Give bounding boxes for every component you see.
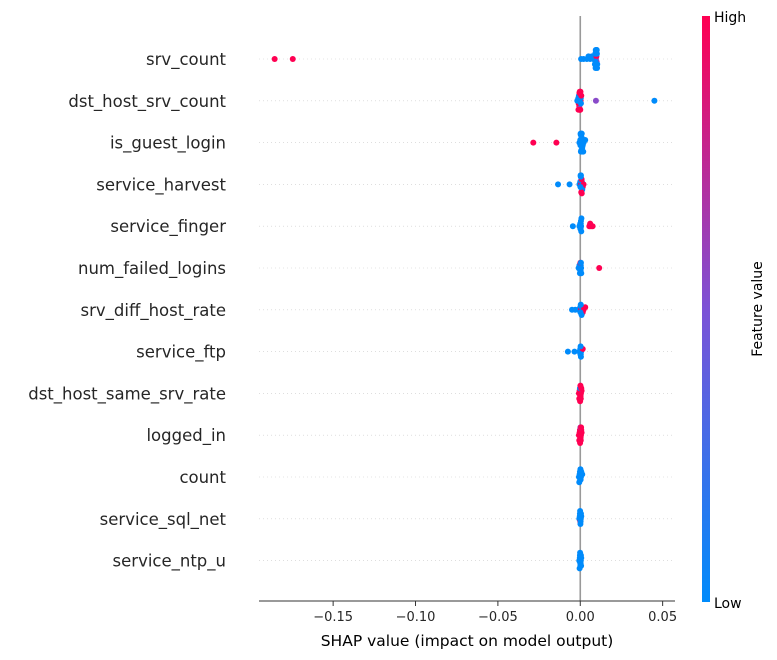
shap-point: [593, 47, 600, 53]
shap-point: [577, 466, 584, 473]
x-tick-label: −0.15: [313, 610, 353, 625]
shap-point: [578, 270, 585, 277]
feature-label: srv_count: [146, 50, 226, 70]
feature-label: num_failed_logins: [78, 259, 226, 279]
shap-point: [594, 65, 601, 71]
shap-point: [578, 424, 585, 431]
shap-point: [582, 304, 589, 311]
colorbar-low-label: Low: [714, 596, 742, 612]
x-tick-label: −0.10: [396, 610, 436, 625]
shap-point: [577, 508, 584, 514]
shap-point: [578, 228, 585, 235]
shap-point: [578, 190, 585, 197]
shap-point: [578, 130, 585, 137]
shap-point: [577, 301, 584, 308]
feature-label: dst_host_same_srv_rate: [28, 384, 226, 404]
x-axis-title: SHAP value (impact on model output): [321, 632, 614, 650]
shap-point: [566, 181, 573, 188]
x-tick-label: 0.05: [648, 610, 677, 625]
feature-label: service_harvest: [96, 175, 226, 195]
shap-point: [577, 172, 584, 179]
shap-point: [578, 215, 585, 222]
shap-point: [577, 521, 584, 527]
shap-point: [577, 184, 584, 190]
shap-point: [574, 97, 581, 104]
feature-label: dst_host_srv_count: [68, 92, 226, 112]
shap-point: [576, 565, 583, 572]
shap-point: [577, 259, 584, 266]
shap-point: [577, 549, 584, 556]
shap-point: [651, 97, 658, 104]
shap-point: [571, 348, 578, 355]
shap-point: [577, 353, 584, 360]
shap-point: [553, 139, 560, 146]
colorbar-title: Feature value: [750, 261, 766, 357]
shap-points: [271, 47, 658, 572]
shap-point: [555, 181, 562, 188]
colorbar: [702, 16, 710, 602]
feature-labels: srv_count dst_host_srv_count is_guest_logi…: [28, 50, 226, 572]
shap-point: [577, 382, 584, 389]
feature-label: service_sql_net: [100, 510, 227, 530]
feature-label: service_ftp: [136, 343, 226, 363]
shap-point: [576, 479, 583, 486]
shap-point: [577, 88, 584, 95]
shap-point: [564, 348, 571, 355]
feature-label: count: [179, 468, 226, 487]
row-gridlines: [259, 58, 675, 561]
shap-point: [578, 312, 585, 318]
shap-point: [530, 139, 537, 146]
shap-point: [596, 265, 603, 271]
feature-label: service_ntp_u: [113, 552, 226, 572]
shap-point: [577, 343, 584, 350]
feature-label: logged_in: [146, 426, 226, 446]
shap-point: [579, 148, 586, 155]
x-tick-label: 0.00: [566, 610, 595, 625]
colorbar-high-label: High: [714, 10, 746, 26]
feature-label: srv_diff_host_rate: [81, 301, 226, 321]
shap-point: [587, 220, 594, 227]
x-tick-label: −0.05: [478, 610, 518, 625]
shap-point: [577, 440, 584, 446]
shap-point: [576, 106, 583, 113]
feature-label: is_guest_login: [110, 134, 226, 154]
shap-point: [592, 97, 599, 104]
x-axis-ticks: −0.15 −0.10 −0.05 0.00 0.05: [313, 601, 677, 625]
shap-point: [271, 56, 278, 62]
shap-point: [289, 56, 296, 62]
shap-point: [577, 142, 584, 149]
shap-point: [569, 223, 576, 230]
feature-label: service_finger: [110, 217, 226, 237]
shap-point: [577, 398, 584, 405]
